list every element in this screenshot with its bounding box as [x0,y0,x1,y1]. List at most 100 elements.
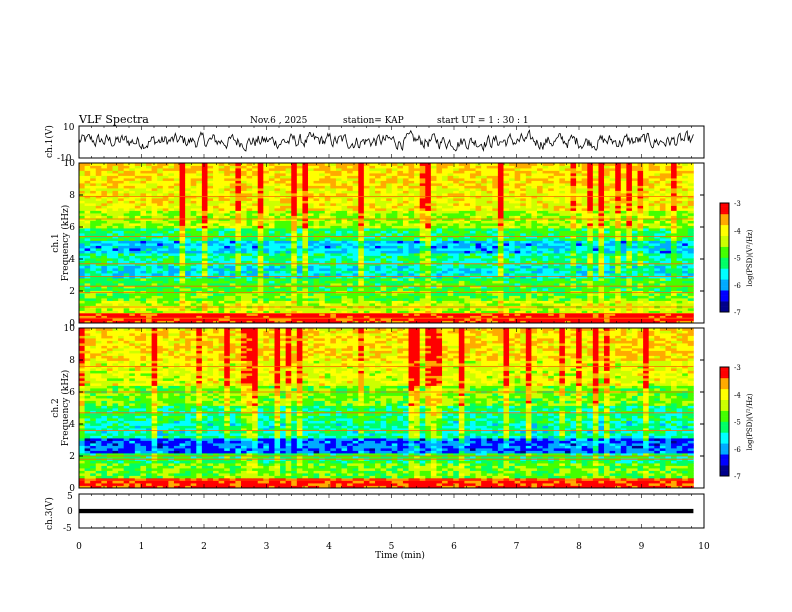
spectrogram-cell [626,308,632,311]
spectrogram-cell [621,246,627,249]
spectrogram-cell [241,301,247,304]
spectrogram-cell [615,253,621,256]
spectrogram-cell [476,243,482,246]
spectrogram-cell [470,226,476,229]
spectrogram-cell [302,283,308,286]
spectrogram-cell [135,241,141,244]
spectrogram-cell [386,253,392,256]
spectrogram-cell [364,223,370,226]
spectrogram-cell [665,213,671,216]
spectrogram-cell [543,311,549,314]
spectrogram-cell [146,261,152,264]
spectrogram-cell [476,283,482,286]
spectrogram-cell [85,211,91,214]
spectrogram-cell [157,261,163,264]
spectrogram-cell [241,311,247,314]
spectrogram-cell [247,301,253,304]
spectrogram-cell [604,283,610,286]
spectrogram-cell [554,228,560,231]
spectrogram-cell [598,258,604,261]
spectrogram-cell [185,308,191,311]
spectrogram-cell [638,311,644,314]
spectrogram-cell [643,301,649,304]
spectrogram-cell [140,218,146,221]
spectrogram-cell [274,283,280,286]
spectrogram-cell [677,253,683,256]
spectrogram-cell [392,256,398,259]
spectrogram-cell [113,241,119,244]
spectrogram-cell [665,256,671,259]
spectrogram-cell [96,218,102,221]
spectrogram-cell [431,231,437,234]
spectrogram-cell [191,258,197,261]
spectrogram-cell [632,231,638,234]
spectrogram-cell [526,246,532,249]
spectrogram-cell [598,251,604,254]
spectrogram-cell [302,226,308,229]
spectrogram-cell [688,298,694,301]
spectrogram-cell [548,268,554,271]
spectrogram-cell [174,268,180,271]
spectrogram-cell [152,251,158,254]
spectrogram-cell [258,211,264,214]
spectrogram-cell [336,226,342,229]
spectrogram-cell [671,231,677,234]
spectrogram-cell [587,211,593,214]
spectrogram-cell [90,283,96,286]
spectrogram-cell [241,283,247,286]
spectrogram-cell [632,261,638,264]
spectrogram-cell [90,281,96,284]
spectrogram-cell [269,293,275,296]
spectrogram-cell [403,251,409,254]
spectrogram-cell [638,246,644,249]
spectrogram-cell [168,251,174,254]
spectrogram-cell [196,221,202,224]
spectrogram-cell [202,261,208,264]
spectrogram-cell [554,298,560,301]
spectrogram-cell [314,278,320,281]
spectrogram-cell [79,233,85,236]
spectrogram-cell [202,273,208,276]
spectrogram-cell [113,228,119,231]
spectrogram-cell [336,253,342,256]
spectrogram-cell [548,261,554,264]
spectrogram-cell [163,231,169,234]
spectrogram-cell [392,266,398,269]
spectrogram-cell [665,246,671,249]
spectrogram-cell [180,296,186,299]
spectrogram-cell [364,211,370,214]
spectrogram-cell [665,296,671,299]
spectrogram-cell [90,293,96,296]
spectrogram-cell [565,248,571,251]
spectrogram-cell [342,223,348,226]
spectrogram-cell [90,278,96,281]
spectrogram-cell [520,223,526,226]
spectrogram-cell [598,301,604,304]
spectrogram-cell [654,241,660,244]
spectrogram-cell [436,213,442,216]
spectrogram-cell [464,226,470,229]
spectrogram-cell [420,238,426,241]
spectrogram-cell [649,278,655,281]
spectrogram-cell [101,253,107,256]
spectrogram-cell [464,213,470,216]
spectrogram-cell [191,281,197,284]
spectrogram-cell [498,223,504,226]
spectrogram-cell [632,223,638,226]
spectrogram-cell [565,241,571,244]
spectrogram-cell [163,278,169,281]
spectrogram-cell [347,223,353,226]
spectrogram-cell [280,231,286,234]
spectrogram-cell [118,228,124,231]
spectrogram-cell [425,298,431,301]
spectrogram-cell [392,221,398,224]
spectrogram-cell [392,226,398,229]
spectrogram-cell [319,261,325,264]
spectrogram-cell [319,283,325,286]
spectrogram-cell [397,266,403,269]
spectrogram-cell [442,221,448,224]
spectrogram-cell [515,303,521,306]
spectrogram-cell [224,221,230,224]
spectrogram-cell [347,256,353,259]
spectrogram-cell [241,266,247,269]
